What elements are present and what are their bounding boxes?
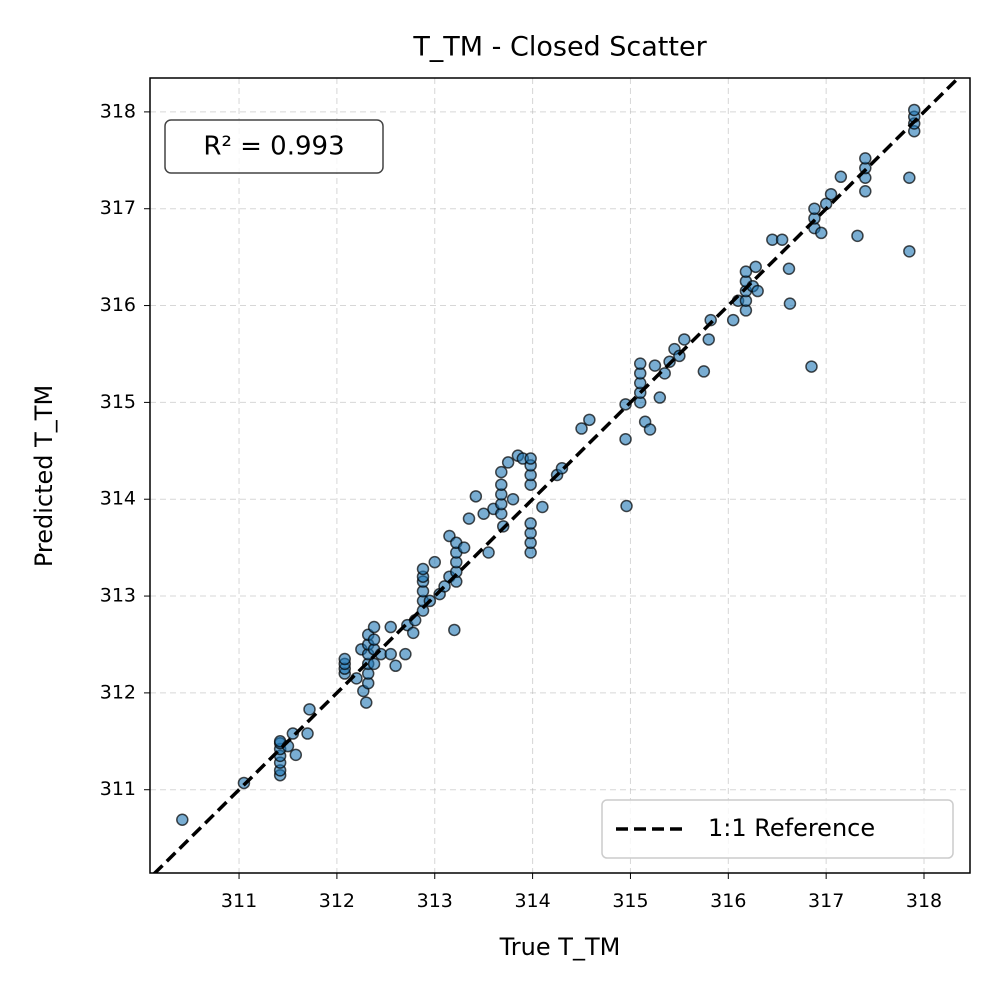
data-point [501,456,515,469]
annotation: R² = 0.993 [203,132,344,162]
data-point [367,633,381,646]
grid [150,78,970,873]
data-point [619,398,632,411]
data-point [907,103,921,117]
data-point [477,507,490,520]
data-point [416,562,430,576]
data-point [726,313,740,327]
data-point [648,359,662,372]
data-point [704,313,717,327]
data-point [751,284,764,298]
data-point [702,333,715,346]
data-point [536,500,549,514]
data-point [808,202,821,215]
data-point [389,659,402,673]
data-point [286,727,300,740]
data-point [448,623,461,637]
data-point [775,233,789,246]
data-point [903,171,916,184]
x-tick-label: 315 [612,890,648,912]
y-tick-label: 314 [100,488,136,510]
data-point [428,555,441,569]
x-tick-label: 316 [710,890,746,912]
data-point [524,517,537,530]
data-point [462,512,476,525]
legend-label: 1:1 Reference [708,814,875,842]
data-point [384,620,397,634]
data-point [815,226,828,240]
data-point [301,727,314,740]
data-point [859,152,872,165]
data-point [903,245,916,258]
data-point [399,647,412,661]
data-point [524,452,537,465]
data-point [851,229,864,243]
y-tick-label: 312 [100,681,136,703]
x-tick-label: 317 [808,890,844,912]
y-tick-label: 311 [100,778,136,800]
x-tick-label: 318 [906,890,942,912]
reference-line [152,78,961,873]
data-point [824,187,838,201]
y-tick-label: 318 [100,100,136,122]
data-point [289,748,303,762]
y-tick-label: 316 [100,294,136,316]
x-tick-label: 311 [221,890,257,912]
plot-area [152,78,961,873]
data-point [457,541,471,554]
data-point [303,703,316,716]
annotation-box [164,119,384,174]
data-point [360,696,373,709]
x-tick-label: 314 [514,890,550,912]
data-point [575,422,588,435]
data-point [805,360,818,373]
data-point [643,423,657,436]
data-point [583,413,596,427]
data-point [406,626,420,640]
data-point [495,478,508,491]
data-point [384,647,397,661]
y-tick-label: 313 [100,585,136,607]
data-point [495,465,508,479]
x-axis-label: True T_TM [499,933,621,961]
data-point [859,185,872,198]
data-point [176,813,189,826]
data-point [506,492,520,506]
data-point [783,297,797,310]
data-point [782,262,796,276]
legend: 1:1 Reference [601,799,954,859]
y-tick-label: 317 [100,197,136,219]
data-point [678,333,691,346]
data-point [367,657,381,671]
legend-box [601,799,954,859]
plot-frame [149,77,971,874]
data-point [749,260,762,274]
data-point [697,365,711,378]
data-point [482,546,495,559]
data-point [620,499,633,513]
data-point [619,432,632,446]
data-point [469,490,483,503]
chart-title: T_TM - Closed Scatter [412,32,707,63]
data-point [367,620,381,634]
y-axis-label: Predicted T_TM [30,385,58,567]
y-tick-label: 315 [100,391,136,413]
data-point [739,265,753,278]
x-tick-label: 312 [319,890,355,912]
data-point [834,170,848,184]
data-point [633,357,647,370]
x-tick-label: 313 [417,890,453,912]
data-point [338,652,351,666]
data-point [653,391,667,404]
